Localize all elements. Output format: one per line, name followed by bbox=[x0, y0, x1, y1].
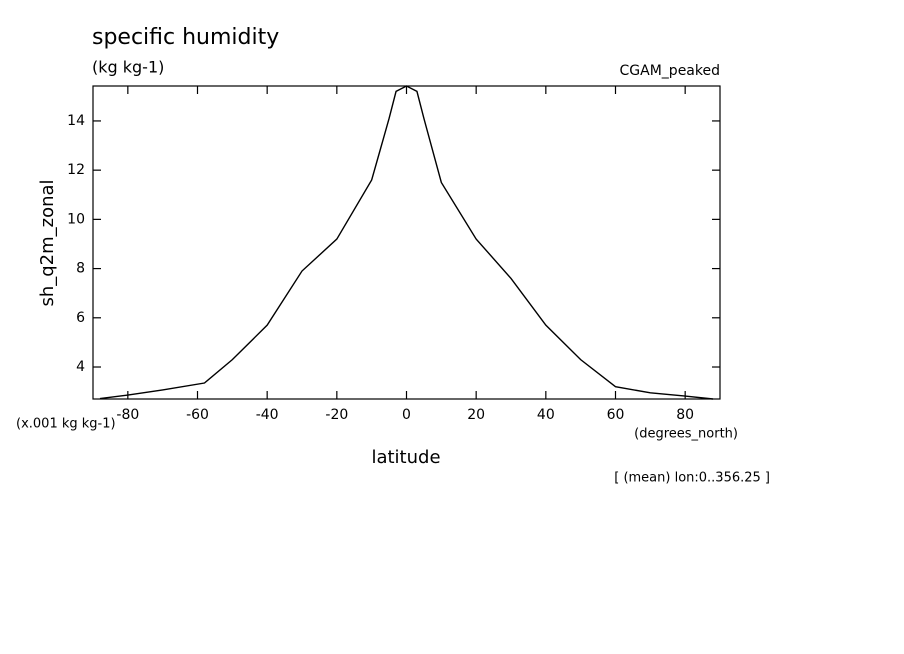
x-label: latitude bbox=[371, 447, 440, 468]
x-tick-label: -20 bbox=[325, 407, 348, 423]
chart-title: specific humidity bbox=[92, 25, 279, 50]
x-tick-label: -40 bbox=[256, 407, 279, 423]
x-tick-label: -80 bbox=[116, 407, 139, 423]
y-tick-label: 12 bbox=[67, 162, 85, 178]
dataset: CGAM_peaked bbox=[620, 63, 720, 79]
plot-frame bbox=[92, 85, 721, 400]
annotation: [ (mean) lon:0..356.25 ] bbox=[614, 471, 770, 486]
y-tick-label: 4 bbox=[76, 359, 85, 375]
data-line bbox=[99, 85, 714, 400]
y-tick-label: 14 bbox=[67, 113, 85, 129]
y-tick-label: 10 bbox=[67, 211, 85, 227]
x-tick-label: 60 bbox=[607, 407, 625, 423]
x-tick-label: 80 bbox=[676, 407, 694, 423]
x-tick-label: 20 bbox=[467, 407, 485, 423]
y-label: sh_q2m_zonal bbox=[37, 179, 58, 306]
y-scale-label: (x.001 kg kg-1) bbox=[16, 417, 116, 432]
x-tick-label: -60 bbox=[186, 407, 209, 423]
y-tick-label: 8 bbox=[76, 261, 85, 277]
x-tick-label: 0 bbox=[402, 407, 411, 423]
x-units: (degrees_north) bbox=[634, 427, 738, 442]
x-tick-label: 40 bbox=[537, 407, 555, 423]
units: (kg kg-1) bbox=[92, 58, 164, 77]
y-tick-label: 6 bbox=[76, 310, 85, 326]
